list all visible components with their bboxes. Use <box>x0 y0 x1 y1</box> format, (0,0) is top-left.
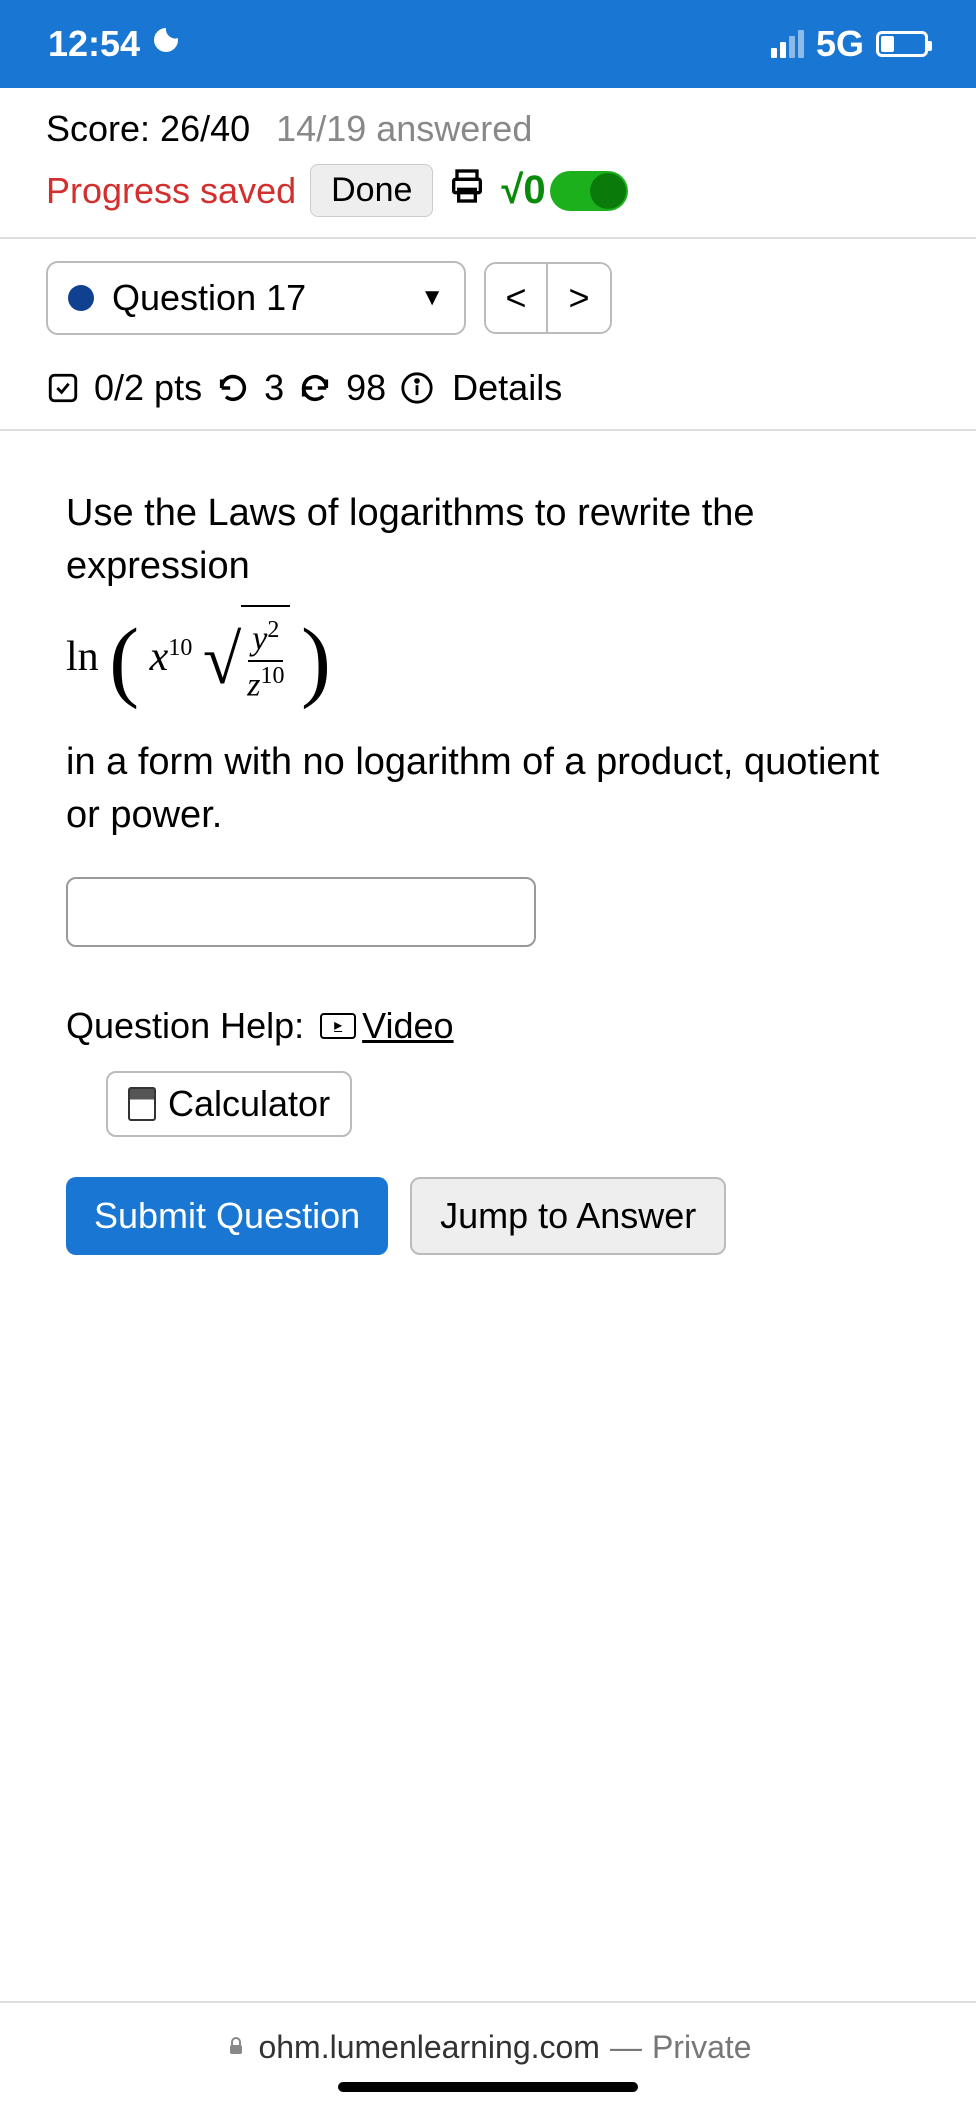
lock-icon <box>224 2029 248 2066</box>
done-button[interactable]: Done <box>310 164 433 217</box>
points-label: 0/2 pts <box>94 367 202 409</box>
answered-label: 14/19 answered <box>276 108 532 149</box>
nav-arrows: < > <box>484 262 612 334</box>
help-label: Question Help: <box>66 1001 304 1051</box>
score-label: Score: 26/40 <box>46 108 250 149</box>
question-nav: Question 17 ▼ < > <box>46 239 930 357</box>
prompt-text-2: in a form with no logarithm of a product… <box>66 736 910 842</box>
moon-icon <box>150 23 182 65</box>
retry-icon <box>216 371 250 405</box>
private-label: Private <box>652 2029 752 2066</box>
equation-toggle[interactable] <box>550 171 628 211</box>
calculator-label: Calculator <box>168 1083 330 1125</box>
action-row: Submit Question Jump to Answer <box>66 1137 910 1295</box>
left-paren: ( <box>109 611 139 710</box>
url-separator: — <box>610 2029 642 2066</box>
y-term: y <box>252 620 267 657</box>
math-toggle-group: √0 <box>501 168 627 213</box>
sqrt-block: √ y2 z10 <box>203 609 291 712</box>
prompt-text-1: Use the Laws of logarithms to rewrite th… <box>66 487 910 593</box>
z-exp: 10 <box>260 663 284 689</box>
right-paren: ) <box>301 611 331 710</box>
refresh-icon <box>298 371 332 405</box>
answer-input[interactable] <box>66 877 536 947</box>
progress-saved-label: Progress saved <box>46 170 296 212</box>
prev-question-button[interactable]: < <box>486 264 548 332</box>
help-row: Question Help: Video <box>66 981 910 1061</box>
sqrt-icon: √0 <box>501 168 545 213</box>
status-dot-icon <box>68 285 94 311</box>
home-indicator[interactable] <box>338 2082 638 2092</box>
calculator-icon <box>128 1087 156 1121</box>
browser-bottom-bar: ohm.lumenlearning.com — Private <box>0 2001 976 2112</box>
checkbox-icon <box>46 371 80 405</box>
network-label: 5G <box>816 23 864 65</box>
video-label: Video <box>362 1001 453 1051</box>
battery-icon <box>876 31 928 57</box>
question-body: Use the Laws of logarithms to rewrite th… <box>46 431 930 1295</box>
jump-to-answer-button[interactable]: Jump to Answer <box>410 1177 726 1255</box>
status-right-group: 5G <box>771 23 928 65</box>
video-icon <box>320 1013 356 1039</box>
question-dropdown[interactable]: Question 17 ▼ <box>46 261 466 335</box>
info-icon <box>400 371 434 405</box>
printer-icon[interactable] <box>447 166 487 215</box>
z-term: z <box>247 667 260 704</box>
status-time-group: 12:54 <box>48 23 182 65</box>
video-link[interactable]: Video <box>320 1001 453 1051</box>
x-term: x <box>150 634 169 680</box>
ln-label: ln <box>66 634 99 680</box>
next-question-button[interactable]: > <box>548 264 610 332</box>
meta-row: 0/2 pts 3 98 Details <box>46 357 930 429</box>
y-exp: 2 <box>267 617 279 643</box>
status-time: 12:54 <box>48 23 140 65</box>
question-number-label: Question 17 <box>112 277 306 319</box>
calculator-button[interactable]: Calculator <box>106 1071 352 1137</box>
url-domain: ohm.lumenlearning.com <box>258 2029 600 2066</box>
chevron-down-icon: ▼ <box>420 284 444 312</box>
attempts-label: 3 <box>264 367 284 409</box>
signal-icon <box>771 30 804 58</box>
x-exp: 10 <box>168 635 192 661</box>
status-bar: 12:54 5G <box>0 0 976 88</box>
tries-left-label: 98 <box>346 367 386 409</box>
progress-row: Progress saved Done √0 <box>46 160 930 237</box>
url-row[interactable]: ohm.lumenlearning.com — Private <box>224 2029 751 2066</box>
submit-button[interactable]: Submit Question <box>66 1177 388 1255</box>
details-link[interactable]: Details <box>452 367 562 409</box>
score-row: Score: 26/40 14/19 answered <box>46 98 930 160</box>
math-expression: ln ( x10 √ y2 z10 ) <box>66 593 910 736</box>
